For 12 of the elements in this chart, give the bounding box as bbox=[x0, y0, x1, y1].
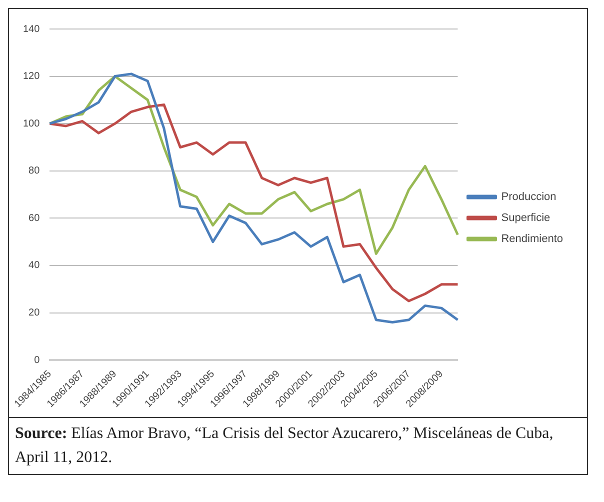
source-note: Source: Elías Amor Bravo, “La Crisis del Sector Azucarero,” Misceláneas de Cuba, April 11, 2012. bbox=[15, 425, 554, 466]
legend-label: Produccion bbox=[501, 191, 556, 204]
y-tick-label: 100 bbox=[22, 118, 40, 130]
legend-label: Rendimiento bbox=[501, 233, 564, 246]
legend-label: Superficie bbox=[501, 212, 550, 224]
y-tick-label: 20 bbox=[28, 308, 40, 319]
y-tick-label: 60 bbox=[28, 212, 40, 224]
y-tick-label: 40 bbox=[28, 260, 40, 272]
y-tick-label: 140 bbox=[22, 24, 40, 35]
y-tick-label: 120 bbox=[22, 71, 40, 82]
y-tick-label: 80 bbox=[28, 166, 40, 177]
y-tick-label: 0 bbox=[34, 354, 40, 366]
